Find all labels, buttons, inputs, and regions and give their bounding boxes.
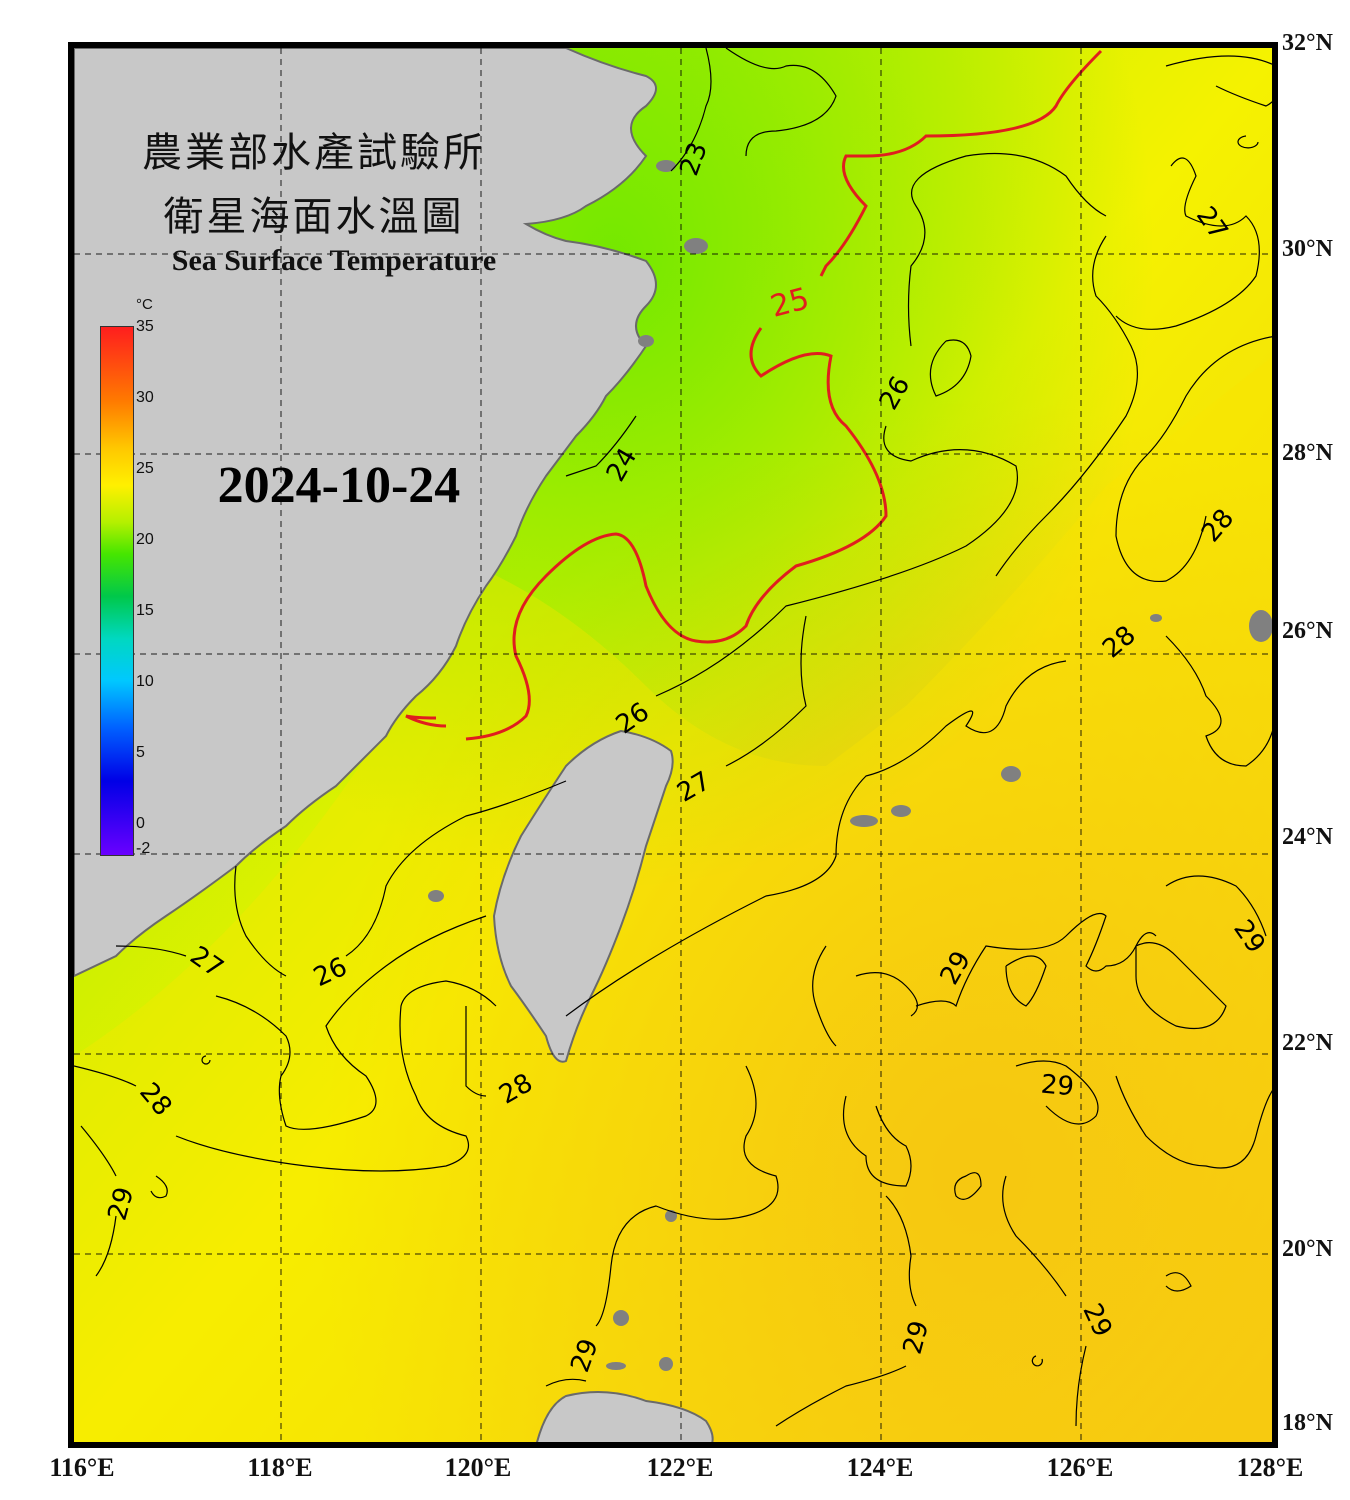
- colorbar-tick: 20: [136, 531, 154, 548]
- lat-label: 26°N: [1282, 618, 1333, 644]
- sst-map: 23 24 25 26 26 26 27 27 27 28 28 28 28 2…: [68, 42, 1278, 1448]
- lon-label: 116°E: [49, 1453, 115, 1482]
- isotherms-black: [74, 48, 1272, 1427]
- title-chinese-line1: 農業部水產試驗所: [142, 130, 486, 176]
- lat-label: 24°N: [1282, 824, 1333, 850]
- lon-label: 124°E: [846, 1453, 914, 1482]
- lon-label: 122°E: [646, 1453, 714, 1482]
- colorbar-tick: -2: [136, 840, 151, 857]
- sst-map-canvas: 23 24 25 26 26 26 27 27 27 28 28 28 28 2…: [74, 48, 1272, 1442]
- lon-label: 120°E: [444, 1453, 512, 1482]
- colorbar-tick: 30: [136, 389, 154, 406]
- small-islands: [428, 160, 1272, 1371]
- colorbar-tick: 15: [136, 602, 154, 619]
- title-english: Sea Surface Temperature: [171, 244, 497, 277]
- lon-label: 126°E: [1046, 1453, 1114, 1482]
- temperature-colorbar: [100, 326, 134, 856]
- title-chinese-line2: 衛星海面水溫圖: [163, 194, 465, 240]
- lon-label: 118°E: [247, 1453, 313, 1482]
- taiwan-island: [492, 729, 674, 1063]
- lat-label: 18°N: [1282, 1410, 1333, 1436]
- colorbar-tick: 5: [136, 744, 145, 761]
- luzon-island: [536, 1391, 714, 1442]
- lat-label: 22°N: [1282, 1030, 1333, 1056]
- colorbar-tick: 10: [136, 673, 154, 690]
- lat-label: 28°N: [1282, 440, 1333, 466]
- isotherm-25-red: [405, 49, 1103, 741]
- china-mainland: [74, 48, 657, 978]
- lat-label: 32°N: [1282, 30, 1333, 56]
- lat-label: 20°N: [1282, 1236, 1333, 1262]
- lon-label: 128°E: [1236, 1453, 1304, 1482]
- colorbar-tick: 35: [136, 318, 154, 335]
- lat-lon-grid: [74, 48, 1272, 1442]
- contour-label: 29: [1040, 1070, 1076, 1103]
- colorbar-unit: °C: [136, 296, 153, 313]
- colorbar-tick: 0: [136, 815, 145, 832]
- lat-label: 30°N: [1282, 236, 1333, 262]
- date-label: 2024-10-24: [217, 457, 461, 514]
- colorbar-tick: 25: [136, 460, 154, 477]
